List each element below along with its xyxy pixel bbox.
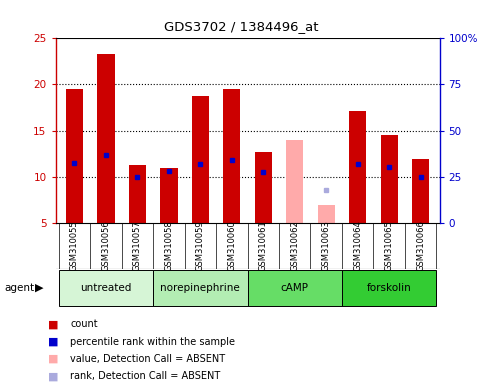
FancyBboxPatch shape <box>248 270 342 306</box>
Text: GSM310062: GSM310062 <box>290 220 299 271</box>
Text: ■: ■ <box>48 371 59 381</box>
Text: GSM310065: GSM310065 <box>384 220 394 271</box>
Text: norepinephrine: norepinephrine <box>160 283 240 293</box>
Text: percentile rank within the sample: percentile rank within the sample <box>70 337 235 347</box>
FancyBboxPatch shape <box>342 270 436 306</box>
Text: GDS3702 / 1384496_at: GDS3702 / 1384496_at <box>164 20 319 33</box>
Text: GSM310055: GSM310055 <box>70 220 79 271</box>
Text: GSM310064: GSM310064 <box>353 220 362 271</box>
Text: GSM310059: GSM310059 <box>196 220 205 271</box>
Text: GSM310056: GSM310056 <box>101 220 111 271</box>
Text: ■: ■ <box>48 319 59 329</box>
Bar <box>381 135 398 223</box>
Text: GSM310058: GSM310058 <box>164 220 173 271</box>
Text: GSM310060: GSM310060 <box>227 220 236 271</box>
Bar <box>66 89 83 223</box>
Text: value, Detection Call = ABSENT: value, Detection Call = ABSENT <box>70 354 225 364</box>
Text: ▶: ▶ <box>35 283 43 293</box>
Text: GSM310063: GSM310063 <box>322 220 331 271</box>
Bar <box>412 159 429 223</box>
Text: rank, Detection Call = ABSENT: rank, Detection Call = ABSENT <box>70 371 220 381</box>
Bar <box>255 152 272 223</box>
Bar <box>286 140 303 223</box>
Text: GSM310061: GSM310061 <box>259 220 268 271</box>
Bar <box>223 89 241 223</box>
Bar <box>317 205 335 223</box>
Text: count: count <box>70 319 98 329</box>
FancyBboxPatch shape <box>153 270 248 306</box>
Bar <box>97 54 114 223</box>
Bar <box>349 111 366 223</box>
Text: cAMP: cAMP <box>281 283 309 293</box>
Bar <box>129 165 146 223</box>
FancyBboxPatch shape <box>59 270 153 306</box>
Text: GSM310066: GSM310066 <box>416 220 425 271</box>
Text: forskolin: forskolin <box>367 283 412 293</box>
Text: ■: ■ <box>48 354 59 364</box>
Bar <box>192 96 209 223</box>
Text: GSM310057: GSM310057 <box>133 220 142 271</box>
Text: untreated: untreated <box>80 283 131 293</box>
Text: ■: ■ <box>48 337 59 347</box>
Bar <box>160 168 178 223</box>
Text: agent: agent <box>5 283 35 293</box>
